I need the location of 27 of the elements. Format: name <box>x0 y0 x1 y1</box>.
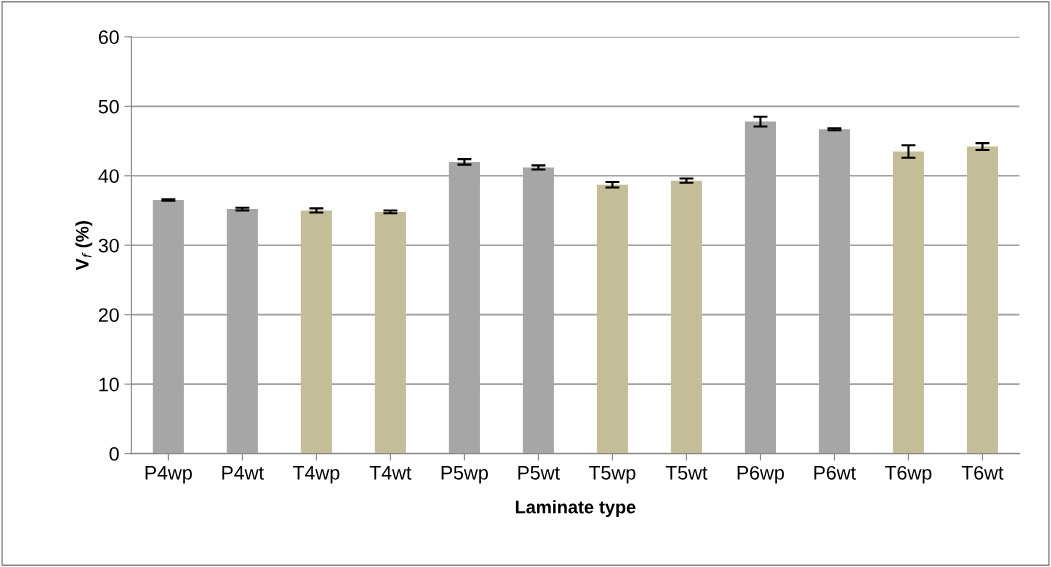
y-tick-label: 10 <box>99 377 119 392</box>
y-axis-title: V$_{f}$ (%) <box>75 221 93 271</box>
y-tick-label: 20 <box>98 308 119 322</box>
x-axis-title: Laminate type <box>515 500 636 518</box>
x-tick-label: T4wt <box>369 466 412 480</box>
x-tick-label: P4wt <box>222 466 264 480</box>
bar <box>892 151 924 454</box>
x-tick-label: P4wp <box>145 466 192 484</box>
bar <box>374 211 406 454</box>
y-tick-label: 40 <box>98 169 119 184</box>
y-tick-label: 60 <box>98 30 119 45</box>
x-tick-label: T4wp <box>293 466 340 484</box>
x-tick-label: T5wp <box>589 466 636 484</box>
y-tick-label: 30 <box>98 238 119 253</box>
bar <box>966 146 999 454</box>
x-tick-label: P5wt <box>518 466 560 480</box>
y-tick-label: 0 <box>109 447 119 461</box>
y-tick-label: 50 <box>98 99 119 114</box>
x-tick-label: T6wp <box>885 465 932 484</box>
bar <box>300 210 332 454</box>
bar <box>670 180 702 454</box>
x-tick-label: P6wt <box>814 465 856 480</box>
x-tick-label: P5wp <box>441 466 488 484</box>
x-tick-label: P6wp <box>737 465 784 484</box>
bar <box>596 184 628 454</box>
x-tick-label: T6wt <box>961 465 1004 480</box>
x-tick-label: T5wt <box>665 466 708 480</box>
